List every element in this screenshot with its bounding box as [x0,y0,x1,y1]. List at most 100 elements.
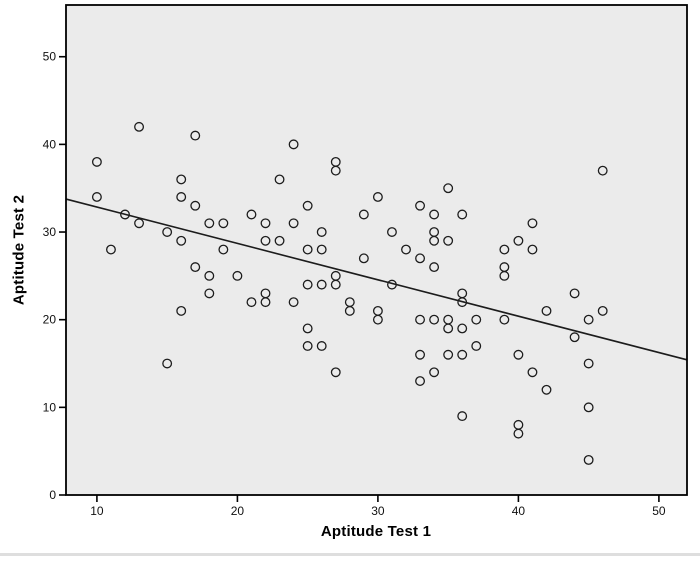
data-point [302,200,313,211]
data-point [246,209,257,220]
data-point [569,288,580,299]
data-point [372,314,383,325]
data-point [583,358,594,369]
data-point [91,192,102,202]
data-point [316,244,327,255]
x-axis-title: Aptitude Test 1 [320,523,432,540]
data-point [162,358,173,369]
data-point [260,218,271,229]
data-point [457,209,468,220]
data-point [387,227,397,237]
x-tick-label: 20 [231,504,245,518]
data-point [302,244,313,255]
data-point [569,332,580,343]
data-point [106,244,116,255]
data-point [288,297,299,308]
data-point [204,270,215,281]
data-point [316,227,327,237]
x-tick-label: 10 [90,504,104,518]
data-point [387,279,397,290]
data-point [176,235,187,246]
x-tick-label: 40 [512,504,526,518]
data-point [457,411,468,422]
data-point [302,341,313,351]
x-tick-label: 50 [652,504,666,518]
y-tick-label: 20 [43,313,57,327]
data-point [429,314,440,325]
data-point [443,183,454,194]
y-axis-title: Aptitude Test 2 [10,194,28,306]
data-point [91,156,102,167]
data-point [429,235,440,246]
data-point [316,279,327,290]
data-point [443,323,454,334]
data-point [443,349,454,360]
data-point [274,174,285,185]
data-point [401,244,411,255]
data-point [358,209,369,220]
data-point [330,165,341,176]
data-point [162,227,173,237]
window-bottom-edge [0,553,700,556]
data-point [457,323,468,334]
data-point [260,297,271,308]
y-tick-label: 30 [43,225,57,239]
data-point [499,314,510,325]
data-point [499,244,510,255]
data-point [583,314,594,325]
data-point [330,279,341,290]
data-point [134,218,145,229]
data-point [176,192,187,202]
data-point [316,341,327,351]
y-tick-label: 40 [43,137,57,151]
data-point [120,209,130,220]
data-point [443,235,454,246]
data-point [330,367,341,378]
data-point [597,165,608,176]
y-tick-label: 50 [43,50,57,64]
data-point [415,200,426,211]
data-point [457,349,468,360]
data-point [302,279,313,290]
x-tick-label: 30 [371,504,385,518]
data-point [415,314,426,325]
data-point [429,209,440,220]
data-point [218,244,229,255]
plot-panel [66,5,687,495]
data-point [527,218,538,229]
data-point [218,218,229,229]
data-point [246,297,257,308]
plot-frame [65,4,688,496]
data-point [176,305,187,316]
data-point [204,218,215,229]
y-tick-label: 10 [43,400,57,414]
data-point [176,174,187,185]
data-point [288,139,299,150]
data-point [541,384,552,395]
data-point [372,192,383,202]
data-point [541,305,552,316]
data-point [415,349,426,360]
data-point [457,297,468,308]
data-point [583,454,594,465]
data-point [499,270,510,281]
data-point [429,367,440,378]
data-point [260,235,271,246]
regression-line [65,198,688,361]
data-point [583,402,594,413]
data-point [288,218,299,229]
data-point [204,288,215,299]
data-point [429,262,440,273]
data-point [513,349,524,360]
data-point [415,253,426,264]
data-point [358,253,369,264]
data-point [232,270,243,281]
data-point [471,314,482,325]
data-point [597,305,608,316]
data-point [190,200,201,211]
data-point [527,367,538,378]
data-point [415,376,426,386]
data-point [527,244,538,255]
